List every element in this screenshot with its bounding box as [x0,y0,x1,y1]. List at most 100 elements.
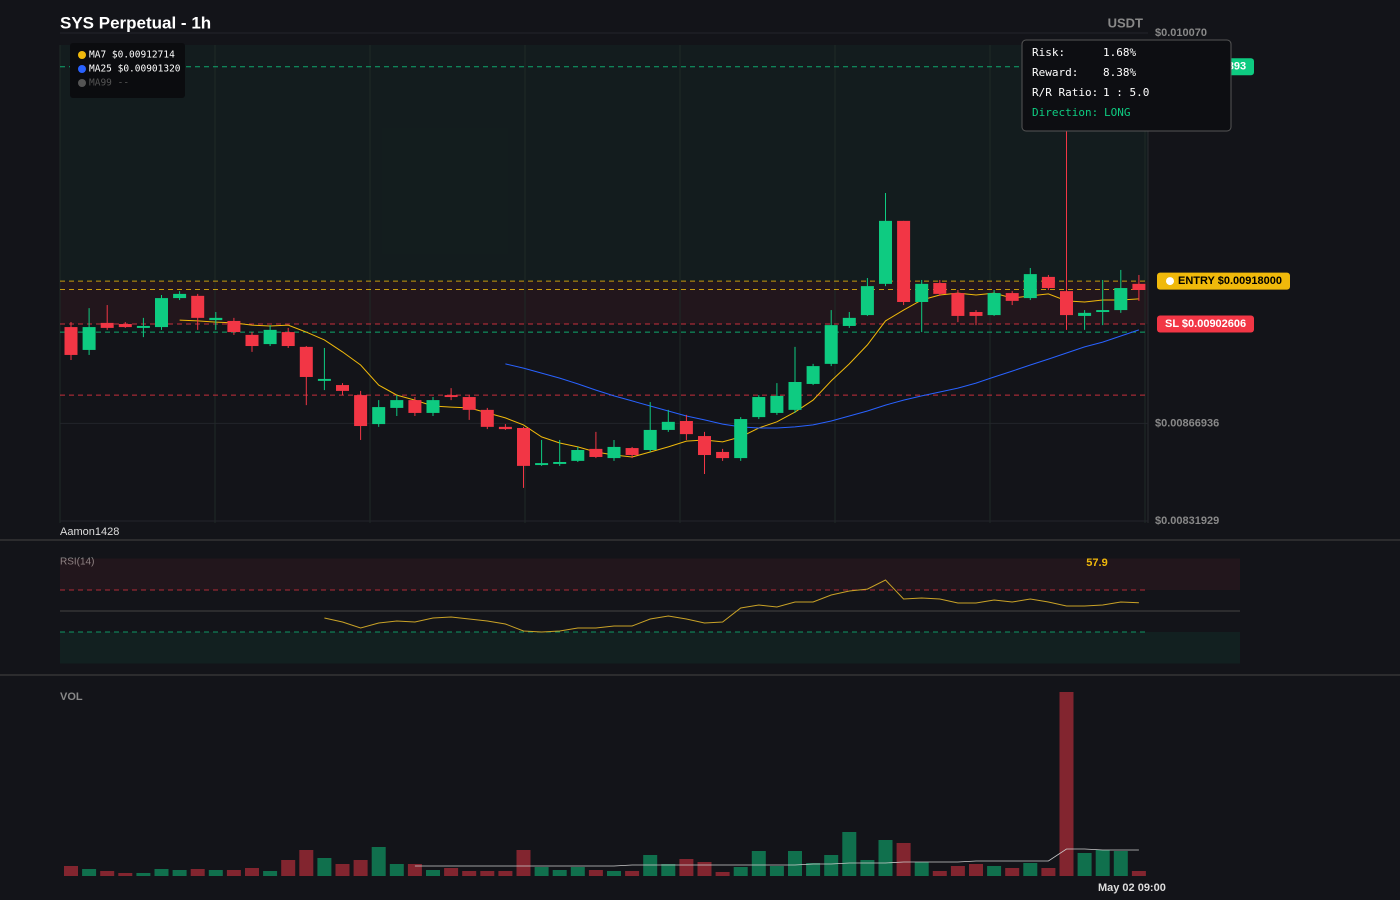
volume-bar [353,860,368,876]
volume-bar [987,866,1002,876]
volume-bar [154,869,169,876]
volume-bar [1077,853,1092,876]
loss-zone [60,281,1148,324]
candle-body [752,397,766,418]
candle-body [607,446,621,459]
y-tick-label: $0.010070 [1155,27,1207,39]
legend-label: MA99 -- [89,78,129,89]
candle-body [788,381,802,410]
volume-bar [896,843,911,876]
candle-body [1096,310,1110,313]
volume-bar [1113,851,1128,876]
volume-bar [317,858,332,876]
candle-body [299,346,313,377]
rsi-label: RSI(14) [60,557,94,568]
candle-body [136,325,150,328]
candle-body [969,312,983,316]
volume-bar [1095,850,1110,876]
volume-bar [715,872,730,876]
candle-body [589,448,603,457]
volume-bar [878,840,893,876]
volume-bar [371,847,386,876]
volume-bar [661,864,676,876]
volume-bar [516,850,531,876]
watermark: Aamon1428 [60,526,119,538]
legend-label: MA7 $0.00912714 [89,50,175,61]
volume-bar [1023,863,1038,876]
candle-body [987,293,1001,316]
tooltip-value: 1 : 5.0 [1103,86,1149,99]
candle-body [1023,274,1037,299]
volume-bar [426,870,440,876]
volume-bar [444,868,459,876]
candle-body [842,317,856,326]
vol-label: VOL [60,691,83,703]
volume-bar [1131,871,1146,876]
candle-body [679,421,693,435]
volume-bar [932,871,947,876]
entry-tag [1157,272,1290,290]
candle-body [390,400,404,408]
volume-bar [914,862,929,876]
volume-bar [1005,868,1020,876]
candle-body [408,400,422,413]
rsi-overbought [60,558,1240,590]
volume-bar [299,850,314,876]
tooltip-value: LONG [1104,106,1131,119]
sl-tag [1157,315,1254,333]
candle-body [860,286,874,316]
tooltip [1021,39,1232,132]
candle-body [915,283,929,302]
volume-bar [172,870,187,876]
candle-body [281,332,295,347]
candle-body [1005,293,1019,301]
volume-bar [281,860,296,876]
tooltip-value: 8.38% [1103,66,1136,79]
entry-label: ENTRY $0.00918000 [1178,275,1282,287]
rsi-oversold [60,632,1240,664]
tag-dot [1166,277,1174,286]
candle-body [734,419,748,459]
volume-bar [82,869,97,876]
candle-body [517,427,530,466]
y-tick-label: $0.00866936 [1155,417,1219,429]
volume-bar [643,855,658,876]
volume-bar [462,871,477,876]
candle-body [317,378,331,381]
candle-body [897,220,911,302]
candle-body [824,325,838,364]
volume-bar [769,866,784,876]
volume-bar [389,864,404,876]
volume-bar [245,868,259,876]
volume-bar [806,863,821,876]
candle-body [191,295,205,318]
legend-dot [78,65,86,73]
volume-bar [335,864,350,876]
volume-bar [407,864,422,876]
volume-bar [679,859,694,876]
candle-body [118,324,132,328]
profit-zone [60,45,1148,282]
candle-body [372,407,386,425]
ma-line [179,292,1139,458]
legend-label: MA25 $0.00901320 [89,64,181,75]
rsi-value: 57.9 [1086,557,1107,569]
candle-body [625,448,639,456]
title: SYS Perpetual - 1h [60,13,211,32]
candle-body [173,293,187,299]
volume-bar [136,873,151,876]
tooltip-value: 1.68% [1103,46,1136,59]
volume-bar [824,855,839,876]
legend-dot [78,51,86,59]
candle-body [245,334,259,347]
volume-bar [263,871,278,876]
y-tick-label: $0.00831929 [1155,515,1219,527]
legend-dot [78,79,86,87]
ma-line [505,329,1140,429]
volume-bar [190,869,205,876]
volume-bar [498,871,513,876]
candle-body [933,283,947,294]
volume-bar [480,871,495,876]
volume-bar [570,867,585,876]
